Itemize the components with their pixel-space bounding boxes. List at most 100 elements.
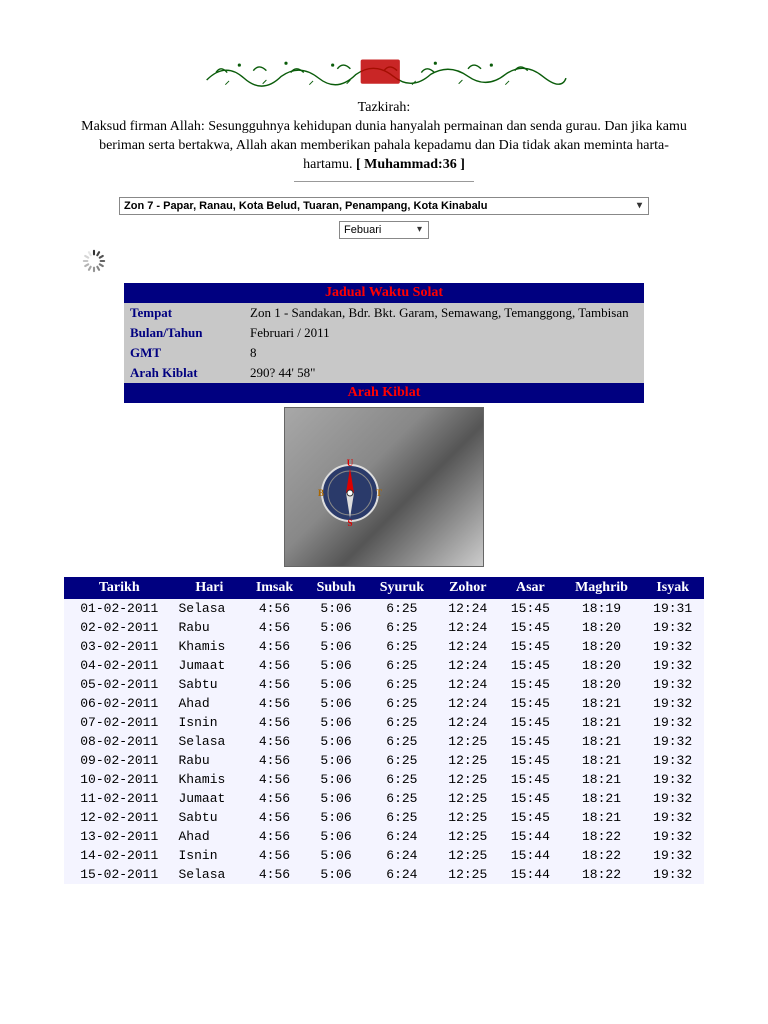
table-cell: 02-02-2011: [64, 618, 174, 637]
table-cell: 6:25: [367, 694, 436, 713]
table-cell: 4:56: [244, 656, 305, 675]
zone-select[interactable]: Zon 7 - Papar, Ranau, Kota Belud, Tuaran…: [119, 197, 649, 215]
svg-text:T: T: [376, 488, 382, 498]
column-header: Tarikh: [64, 577, 174, 599]
table-cell: 12:24: [436, 675, 499, 694]
table-cell: 14-02-2011: [64, 846, 174, 865]
table-row: 15-02-2011Selasa4:565:066:2412:2515:4418…: [64, 865, 704, 884]
table-cell: 5:06: [305, 732, 368, 751]
table-cell: 5:06: [305, 599, 368, 618]
table-cell: 4:56: [244, 713, 305, 732]
table-cell: Khamis: [174, 637, 244, 656]
table-cell: 19:32: [641, 865, 704, 884]
column-header: Subuh: [305, 577, 368, 599]
table-cell: 6:25: [367, 618, 436, 637]
table-cell: 18:21: [562, 732, 642, 751]
table-cell: Selasa: [174, 599, 244, 618]
table-cell: 12:25: [436, 770, 499, 789]
table-cell: 12:25: [436, 827, 499, 846]
table-cell: 6:25: [367, 808, 436, 827]
table-row: 02-02-2011Rabu4:565:066:2512:2415:4518:2…: [64, 618, 704, 637]
kiblat-value: 290? 44' 58": [244, 363, 644, 383]
gmt-value: 8: [244, 343, 644, 363]
table-cell: 19:32: [641, 713, 704, 732]
table-cell: 4:56: [244, 789, 305, 808]
table-cell: 4:56: [244, 770, 305, 789]
table-cell: 15:45: [499, 751, 562, 770]
table-cell: Ahad: [174, 827, 244, 846]
tempat-value: Zon 1 - Sandakan, Bdr. Bkt. Garam, Semaw…: [244, 303, 644, 323]
table-cell: 19:32: [641, 770, 704, 789]
table-cell: 09-02-2011: [64, 751, 174, 770]
table-cell: Jumaat: [174, 789, 244, 808]
month-select[interactable]: Febuari: [339, 221, 429, 239]
table-cell: 19:32: [641, 789, 704, 808]
table-cell: Rabu: [174, 618, 244, 637]
table-row: 03-02-2011Khamis4:565:066:2512:2415:4518…: [64, 637, 704, 656]
table-cell: 6:25: [367, 789, 436, 808]
table-cell: 15:45: [499, 675, 562, 694]
column-header: Hari: [174, 577, 244, 599]
table-cell: 15:45: [499, 808, 562, 827]
table-row: 01-02-2011Selasa4:565:066:2512:2415:4518…: [64, 599, 704, 618]
table-cell: 5:06: [305, 713, 368, 732]
table-cell: 08-02-2011: [64, 732, 174, 751]
table-cell: 10-02-2011: [64, 770, 174, 789]
table-cell: 6:25: [367, 751, 436, 770]
table-cell: 4:56: [244, 694, 305, 713]
table-cell: 15:45: [499, 713, 562, 732]
table-cell: 12-02-2011: [64, 808, 174, 827]
table-cell: 19:31: [641, 599, 704, 618]
table-cell: 15:44: [499, 865, 562, 884]
table-cell: 15-02-2011: [64, 865, 174, 884]
table-cell: 18:21: [562, 751, 642, 770]
table-cell: 6:25: [367, 770, 436, 789]
table-cell: 15:45: [499, 770, 562, 789]
table-cell: Ahad: [174, 694, 244, 713]
info-title: Jadual Waktu Solat: [124, 283, 644, 303]
table-cell: 19:32: [641, 827, 704, 846]
table-cell: 19:32: [641, 846, 704, 865]
table-row: 10-02-2011Khamis4:565:066:2512:2515:4518…: [64, 770, 704, 789]
table-cell: 19:32: [641, 618, 704, 637]
table-cell: 15:45: [499, 637, 562, 656]
kiblat-image: U T S B: [40, 403, 728, 577]
table-cell: 5:06: [305, 675, 368, 694]
table-cell: 4:56: [244, 751, 305, 770]
table-cell: Isnin: [174, 846, 244, 865]
table-cell: 5:06: [305, 751, 368, 770]
table-cell: 12:25: [436, 789, 499, 808]
table-cell: 15:45: [499, 599, 562, 618]
table-cell: 5:06: [305, 808, 368, 827]
loading-spinner-icon: [80, 247, 108, 275]
table-cell: 04-02-2011: [64, 656, 174, 675]
table-cell: 18:22: [562, 846, 642, 865]
column-header: Zohor: [436, 577, 499, 599]
table-cell: 5:06: [305, 865, 368, 884]
table-cell: 4:56: [244, 732, 305, 751]
table-cell: Sabtu: [174, 675, 244, 694]
table-cell: 12:24: [436, 694, 499, 713]
table-row: 04-02-2011Jumaat4:565:066:2512:2415:4518…: [64, 656, 704, 675]
table-cell: 5:06: [305, 618, 368, 637]
table-cell: 12:24: [436, 599, 499, 618]
info-table: Jadual Waktu Solat Tempat Zon 1 - Sandak…: [124, 283, 644, 403]
table-cell: 12:25: [436, 846, 499, 865]
table-row: 12-02-2011Sabtu4:565:066:2512:2515:4518:…: [64, 808, 704, 827]
table-cell: 15:45: [499, 618, 562, 637]
table-cell: 5:06: [305, 637, 368, 656]
table-cell: 19:32: [641, 751, 704, 770]
bulan-value: Februari / 2011: [244, 323, 644, 343]
table-cell: 6:24: [367, 865, 436, 884]
table-cell: 18:20: [562, 675, 642, 694]
table-cell: 4:56: [244, 637, 305, 656]
table-cell: 12:24: [436, 713, 499, 732]
table-row: 05-02-2011Sabtu4:565:066:2512:2415:4518:…: [64, 675, 704, 694]
table-row: 07-02-2011Isnin4:565:066:2512:2415:4518:…: [64, 713, 704, 732]
kiblat-title: Arah Kiblat: [124, 383, 644, 403]
table-cell: 4:56: [244, 808, 305, 827]
table-cell: 18:22: [562, 827, 642, 846]
table-row: 14-02-2011Isnin4:565:066:2412:2515:4418:…: [64, 846, 704, 865]
table-cell: 07-02-2011: [64, 713, 174, 732]
table-cell: Sabtu: [174, 808, 244, 827]
